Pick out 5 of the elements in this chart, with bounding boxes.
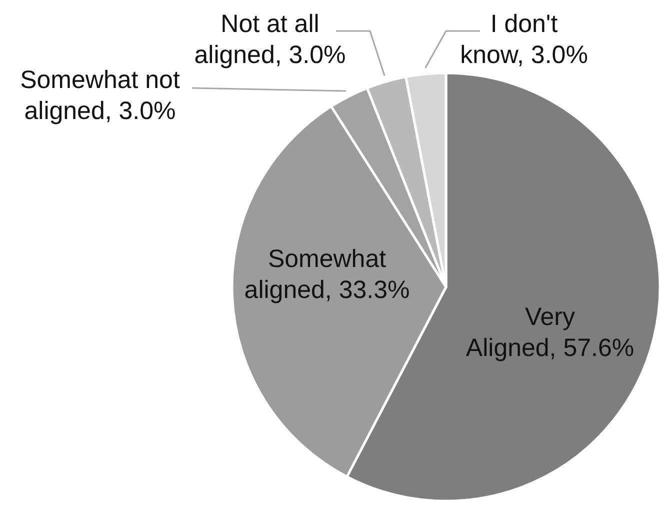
slice-label: Somewhat aligned, 33.3% [244,245,410,304]
slice-label: Very Aligned, 57.6% [466,303,634,362]
slice-label: Somewhat not aligned, 3.0% [20,66,180,125]
slice-label: I don't know, 3.0% [460,10,588,69]
slice-label: Not at all aligned, 3.0% [194,10,346,69]
